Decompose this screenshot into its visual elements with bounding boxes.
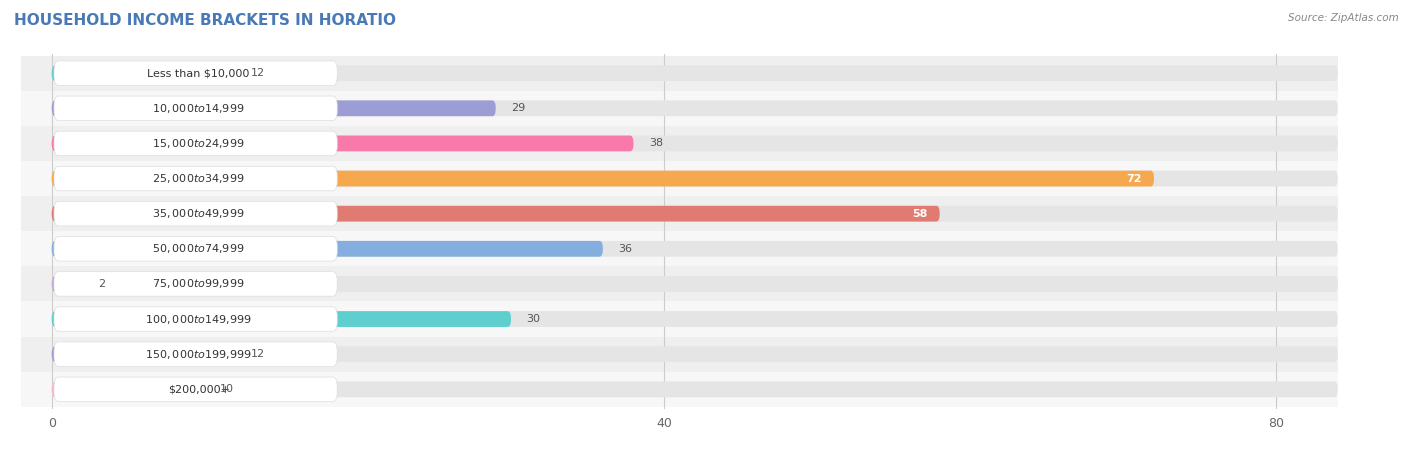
FancyBboxPatch shape — [52, 346, 235, 362]
Text: 36: 36 — [619, 244, 633, 254]
FancyBboxPatch shape — [52, 311, 1337, 327]
FancyBboxPatch shape — [53, 342, 337, 366]
Text: 12: 12 — [250, 68, 264, 78]
FancyBboxPatch shape — [21, 337, 1337, 372]
FancyBboxPatch shape — [52, 241, 603, 257]
FancyBboxPatch shape — [21, 196, 1337, 231]
Text: $100,000 to $149,999: $100,000 to $149,999 — [145, 313, 252, 326]
FancyBboxPatch shape — [53, 377, 337, 401]
Text: $200,000+: $200,000+ — [167, 384, 229, 394]
Text: 38: 38 — [648, 138, 662, 149]
FancyBboxPatch shape — [21, 231, 1337, 266]
FancyBboxPatch shape — [52, 171, 1337, 186]
FancyBboxPatch shape — [52, 136, 1337, 151]
Text: 2: 2 — [97, 279, 105, 289]
Text: Source: ZipAtlas.com: Source: ZipAtlas.com — [1288, 13, 1399, 23]
FancyBboxPatch shape — [52, 276, 1337, 292]
FancyBboxPatch shape — [21, 301, 1337, 337]
FancyBboxPatch shape — [52, 136, 634, 151]
FancyBboxPatch shape — [53, 202, 337, 226]
FancyBboxPatch shape — [52, 206, 1337, 221]
FancyBboxPatch shape — [52, 206, 939, 221]
Text: $10,000 to $14,999: $10,000 to $14,999 — [152, 102, 245, 115]
Text: 10: 10 — [221, 384, 235, 394]
FancyBboxPatch shape — [52, 346, 1337, 362]
FancyBboxPatch shape — [52, 276, 83, 292]
FancyBboxPatch shape — [52, 311, 510, 327]
Text: 72: 72 — [1126, 174, 1142, 184]
FancyBboxPatch shape — [52, 171, 1154, 186]
FancyBboxPatch shape — [53, 131, 337, 156]
FancyBboxPatch shape — [52, 65, 235, 81]
FancyBboxPatch shape — [52, 381, 205, 397]
FancyBboxPatch shape — [53, 61, 337, 85]
Text: $50,000 to $74,999: $50,000 to $74,999 — [152, 242, 245, 255]
Text: 30: 30 — [526, 314, 540, 324]
Text: $15,000 to $24,999: $15,000 to $24,999 — [152, 137, 245, 150]
Text: 29: 29 — [510, 103, 526, 113]
Text: $25,000 to $34,999: $25,000 to $34,999 — [152, 172, 245, 185]
FancyBboxPatch shape — [53, 166, 337, 191]
FancyBboxPatch shape — [53, 307, 337, 331]
FancyBboxPatch shape — [52, 65, 1337, 81]
FancyBboxPatch shape — [52, 381, 1337, 397]
FancyBboxPatch shape — [21, 161, 1337, 196]
Text: 58: 58 — [912, 209, 928, 219]
FancyBboxPatch shape — [21, 126, 1337, 161]
Text: Less than $10,000: Less than $10,000 — [148, 68, 250, 78]
FancyBboxPatch shape — [21, 266, 1337, 301]
FancyBboxPatch shape — [53, 237, 337, 261]
Text: $75,000 to $99,999: $75,000 to $99,999 — [152, 277, 245, 291]
FancyBboxPatch shape — [21, 372, 1337, 407]
FancyBboxPatch shape — [53, 272, 337, 296]
FancyBboxPatch shape — [52, 101, 496, 116]
Text: 12: 12 — [250, 349, 264, 359]
Text: $35,000 to $49,999: $35,000 to $49,999 — [152, 207, 245, 220]
Text: HOUSEHOLD INCOME BRACKETS IN HORATIO: HOUSEHOLD INCOME BRACKETS IN HORATIO — [14, 13, 396, 28]
Text: $150,000 to $199,999: $150,000 to $199,999 — [145, 348, 252, 361]
FancyBboxPatch shape — [52, 101, 1337, 116]
FancyBboxPatch shape — [52, 241, 1337, 257]
FancyBboxPatch shape — [53, 96, 337, 121]
FancyBboxPatch shape — [21, 91, 1337, 126]
FancyBboxPatch shape — [21, 56, 1337, 91]
